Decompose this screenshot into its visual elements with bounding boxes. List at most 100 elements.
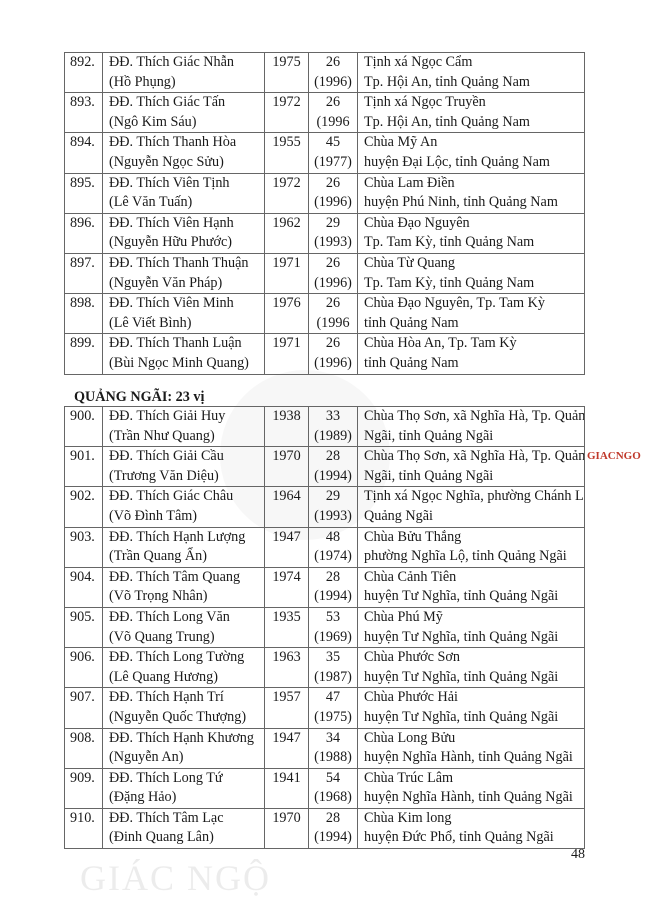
ordination-age-line: (1989): [314, 427, 352, 444]
temple-location: Chùa Bửu Thắng phường Nghĩa Lộ, tỉnh Quản…: [357, 526, 585, 568]
temple-location-line: Chùa Đạo Nguyên, Tp. Tam Kỳ: [364, 295, 545, 312]
temple-location-line: Chùa Long Bửu: [364, 729, 456, 746]
row-number: 905.: [64, 606, 103, 649]
row-number: 899.: [64, 333, 103, 375]
temple-location: Chùa Phú Mỹ huyện Tư Nghĩa, tỉnh Quảng Ng…: [357, 606, 585, 649]
temple-location-line: Chùa Cảnh Tiên: [364, 568, 457, 585]
temple-location: Chùa Thọ Sơn, xã Nghĩa Hà, Tp. Quảng Ngãi…: [357, 446, 585, 488]
ordination-age-line: (1968): [314, 789, 352, 806]
monk-name: ĐĐ. Thích Hạnh Lượng (Trần Quang Ẩn): [102, 526, 265, 568]
row-number: 909.: [64, 767, 103, 809]
row-number-line: 900.: [70, 408, 95, 424]
page-number: 48: [571, 847, 585, 862]
temple-location: Chùa Phước Sơn huyện Tư Nghĩa, tỉnh Quảng…: [357, 647, 585, 689]
monk-name-line: (Lê Văn Tuấn): [109, 194, 193, 211]
temple-location: Chùa Hòa An, Tp. Tam Kỳ tỉnh Quảng Nam: [357, 333, 585, 375]
row-number-line: 894.: [70, 134, 95, 151]
ordination-age-line: 28: [325, 568, 341, 585]
monk-name-line: ĐĐ. Thích Giải Cầu: [109, 448, 224, 465]
temple-location-line: Chùa Từ Quang: [364, 254, 455, 271]
monk-name-line: (Lê Quang Hương): [109, 668, 218, 685]
table-row: 907. ĐĐ. Thích Hạnh Trí (Nguyễn Quốc Thượ…: [64, 687, 585, 729]
ordination-age: 33 (1989): [308, 405, 358, 448]
row-number-line: 908.: [70, 729, 95, 746]
monk-name-line: (Trương Văn Diệu): [109, 467, 219, 484]
ordination-age-line: 53: [325, 608, 341, 625]
row-number-line: 899.: [70, 335, 95, 352]
birth-year-line: 1970: [272, 448, 301, 465]
monk-name: ĐĐ. Thích Thanh Hòa (Nguyễn Ngọc Sửu): [102, 132, 265, 174]
row-number: 907.: [64, 687, 103, 729]
row-number: 900.: [64, 405, 103, 448]
ordination-age: 26 (1996): [308, 252, 358, 295]
monk-name-line: ĐĐ. Thích Long Văn: [109, 608, 230, 625]
ordination-age-line: (1996: [316, 113, 350, 130]
temple-location-line: Tịnh xá Ngọc Truyền: [364, 94, 486, 111]
row-number-line: 905.: [70, 608, 95, 625]
monks-table-quang-nam: 892. ĐĐ. Thích Giác Nhẫn (Hồ Phụng) 1975 2…: [64, 51, 585, 375]
monk-name-line: ĐĐ. Thích Long Tứ: [109, 769, 223, 786]
ordination-age: 47 (1975): [308, 687, 358, 729]
ordination-age-line: 33: [325, 408, 341, 424]
monk-name-line: (Nguyễn Hữu Phước): [109, 234, 232, 251]
row-number-line: 897.: [70, 254, 95, 271]
temple-location: Chùa Thọ Sơn, xã Nghĩa Hà, Tp. Quảng Ngãi…: [357, 405, 585, 448]
ordination-age-line: (1996): [314, 354, 352, 371]
temple-location-line: Chùa Lam Điền: [364, 174, 455, 191]
ordination-age-line: 26: [325, 295, 341, 312]
row-number-line: 901.: [70, 448, 95, 465]
monk-name-line: ĐĐ. Thích Hạnh Khương: [109, 729, 254, 746]
ordination-age-line: (1994): [314, 588, 352, 605]
ordination-age-line: 26: [325, 254, 341, 271]
temple-location-line: huyện Tư Nghĩa, tỉnh Quảng Ngãi: [364, 588, 559, 605]
monk-name-line: ĐĐ. Thích Tâm Quang: [109, 568, 241, 585]
ordination-age-line: (1987): [314, 668, 352, 685]
ordination-age-line: (1993): [314, 234, 352, 251]
monk-name-line: (Võ Trọng Nhân): [109, 588, 208, 605]
birth-year-line: 1972: [272, 94, 301, 111]
birth-year: 1947: [264, 727, 309, 769]
row-number-line: 902.: [70, 488, 95, 505]
row-number: 910.: [64, 807, 103, 850]
row-number: 896.: [64, 212, 103, 254]
table-row: 902. ĐĐ. Thích Giác Châu (Võ Đình Tâm) 196…: [64, 486, 585, 528]
table-row: 901. ĐĐ. Thích Giải Cầu (Trương Văn Diệu)…: [64, 446, 585, 488]
ordination-age-line: (1975): [314, 708, 352, 725]
ordination-age-line: (1996): [314, 274, 352, 291]
birth-year: 1971: [264, 333, 309, 375]
monk-name: ĐĐ. Thích Tâm Quang (Võ Trọng Nhân): [102, 566, 265, 608]
monk-name-line: ĐĐ. Thích Giác Châu: [109, 488, 234, 505]
row-number-line: 893.: [70, 94, 95, 111]
temple-location: Chùa Trúc Lâm huyện Nghĩa Hành, tỉnh Quản…: [357, 767, 585, 809]
row-number-line: 892.: [70, 54, 95, 70]
ordination-age-line: 26: [325, 54, 341, 70]
table-row: 892. ĐĐ. Thích Giác Nhẫn (Hồ Phụng) 1975 2…: [64, 51, 585, 94]
table-row: 905. ĐĐ. Thích Long Văn (Võ Quang Trung) 1…: [64, 606, 585, 649]
temple-location-line: Tịnh xá Ngọc Cẩm: [364, 54, 473, 70]
monk-name: ĐĐ. Thích Giác Nhẫn (Hồ Phụng): [102, 51, 265, 94]
birth-year-line: 1963: [272, 649, 301, 666]
monk-name-line: (Nguyễn Ngọc Sửu): [109, 153, 224, 170]
temple-location-line: Tp. Hội An, tỉnh Quảng Nam: [364, 73, 530, 90]
table-row: 897. ĐĐ. Thích Thanh Thuận (Nguyễn Văn Ph…: [64, 252, 585, 295]
ordination-age-line: 34: [325, 729, 341, 746]
birth-year: 1938: [264, 405, 309, 448]
ordination-age: 54 (1968): [308, 767, 358, 809]
row-number-line: 910.: [70, 809, 95, 826]
monk-name-line: ĐĐ. Thích Thanh Hòa: [109, 134, 237, 151]
temple-location: Chùa Đạo Nguyên, Tp. Tam Kỳ tỉnh Quảng Na…: [357, 293, 585, 335]
ordination-age-line: 29: [325, 488, 341, 505]
row-number: 898.: [64, 293, 103, 335]
monk-name-line: (Nguyễn Văn Pháp): [109, 274, 223, 291]
row-number-line: 896.: [70, 214, 95, 231]
ordination-age: 29 (1993): [308, 486, 358, 528]
birth-year-line: 1971: [272, 335, 301, 352]
ordination-age-line: (1993): [314, 507, 352, 524]
temple-location-line: Quảng Ngãi: [364, 507, 433, 524]
watermark-red-text: GIACNGO: [587, 450, 641, 462]
temple-location-line: huyện Tư Nghĩa, tỉnh Quảng Ngãi: [364, 628, 559, 645]
ordination-age: 26 (1996: [308, 92, 358, 134]
monk-name: ĐĐ. Thích Giải Cầu (Trương Văn Diệu): [102, 446, 265, 488]
ordination-age: 28 (1994): [308, 446, 358, 488]
birth-year: 1974: [264, 566, 309, 608]
